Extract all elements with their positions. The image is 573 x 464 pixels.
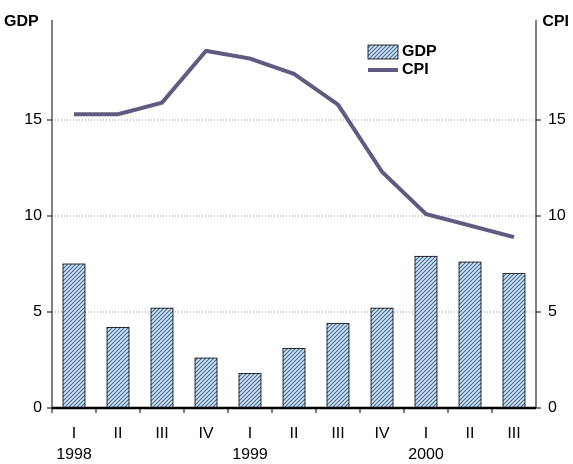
- x-tick-label: IV: [198, 425, 213, 442]
- bar: [414, 255, 438, 409]
- legend-swatch: [367, 44, 399, 60]
- x-tick-label: III: [507, 425, 520, 442]
- bar: [370, 307, 394, 409]
- y2-axis-title: CPI: [542, 13, 569, 30]
- y2-tick-label: 15: [548, 111, 566, 128]
- x-tick-label: I: [424, 425, 428, 442]
- bar: [238, 373, 262, 409]
- bar: [106, 326, 130, 409]
- legend-label: GDP: [402, 43, 437, 60]
- y-tick-label: 10: [24, 207, 42, 224]
- x-tick-label: II: [290, 425, 299, 442]
- x-tick-label: I: [72, 425, 76, 442]
- y2-tick-label: 0: [548, 399, 557, 416]
- bar: [502, 273, 526, 409]
- y2-tick-label: 5: [548, 303, 557, 320]
- x-tick-label: I: [248, 425, 252, 442]
- y-axis-title: GDP: [4, 13, 39, 30]
- bar: [326, 323, 350, 409]
- bar: [194, 357, 218, 409]
- bar: [150, 307, 174, 409]
- x-tick-label: II: [114, 425, 123, 442]
- line: [74, 48, 515, 240]
- y2-tick-label: 10: [548, 207, 566, 224]
- legend-label: CPI: [402, 61, 429, 78]
- x-group-label: 1999: [232, 446, 268, 463]
- bar: [282, 348, 306, 409]
- x-group-label: 1998: [56, 446, 92, 463]
- bar: [62, 263, 86, 409]
- y-tick-label: 15: [24, 111, 42, 128]
- y-tick-label: 0: [33, 399, 42, 416]
- bar: [458, 261, 482, 409]
- x-tick-label: IV: [374, 425, 389, 442]
- x-tick-label: II: [466, 425, 475, 442]
- x-group-label: 2000: [408, 446, 444, 463]
- y-tick-label: 5: [33, 303, 42, 320]
- x-tick-label: III: [331, 425, 344, 442]
- x-tick-label: III: [155, 425, 168, 442]
